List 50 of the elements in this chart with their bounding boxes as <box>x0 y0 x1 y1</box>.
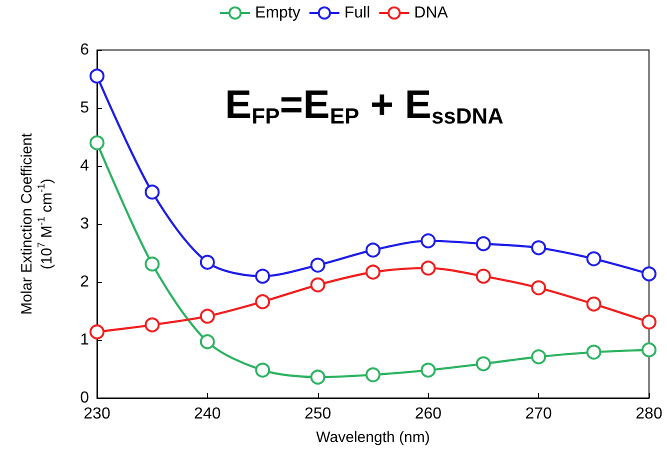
point <box>255 294 270 310</box>
point <box>310 258 326 273</box>
x-tick-label: 270 <box>525 406 552 422</box>
point <box>531 280 546 296</box>
point <box>90 135 104 150</box>
legend-label: Full <box>344 4 370 22</box>
x-tick-label: 240 <box>194 406 221 422</box>
point <box>200 254 215 270</box>
legend-label: Empty <box>255 4 300 22</box>
point <box>586 344 602 360</box>
point <box>586 251 602 266</box>
point <box>90 324 104 340</box>
point <box>144 256 160 272</box>
x-tick-label: 250 <box>304 406 332 422</box>
point <box>420 233 436 248</box>
x-axis-title: Wavelength (nm) <box>316 429 430 446</box>
point <box>144 184 160 200</box>
point <box>642 266 656 282</box>
point <box>200 334 215 350</box>
y-tick-label: 5 <box>80 100 90 116</box>
point <box>420 362 436 378</box>
legend-label: DNA <box>414 4 448 22</box>
point <box>255 268 270 284</box>
point <box>144 317 160 332</box>
point <box>586 296 602 312</box>
y-tick-label: 1 <box>80 332 90 348</box>
point <box>476 268 491 284</box>
point <box>531 349 546 364</box>
point <box>366 242 380 258</box>
point <box>366 367 380 382</box>
x-tick-label: 260 <box>414 406 442 422</box>
point <box>642 342 656 358</box>
point <box>476 356 491 372</box>
point <box>476 236 491 252</box>
point <box>642 314 656 330</box>
point <box>255 362 270 378</box>
point <box>531 240 546 256</box>
x-tick-label: 230 <box>84 406 110 422</box>
y-tick-label: 0 <box>80 390 90 406</box>
y-tick-label: 3 <box>80 216 90 232</box>
point <box>90 68 104 84</box>
point <box>420 260 436 276</box>
y-tick-label: 2 <box>80 274 90 290</box>
point <box>366 264 380 280</box>
point <box>200 308 215 324</box>
point <box>310 277 326 292</box>
x-tick-label: 280 <box>636 406 662 422</box>
y-tick-label: 6 <box>80 42 90 58</box>
y-tick-label: 4 <box>80 158 90 174</box>
point <box>310 370 326 385</box>
